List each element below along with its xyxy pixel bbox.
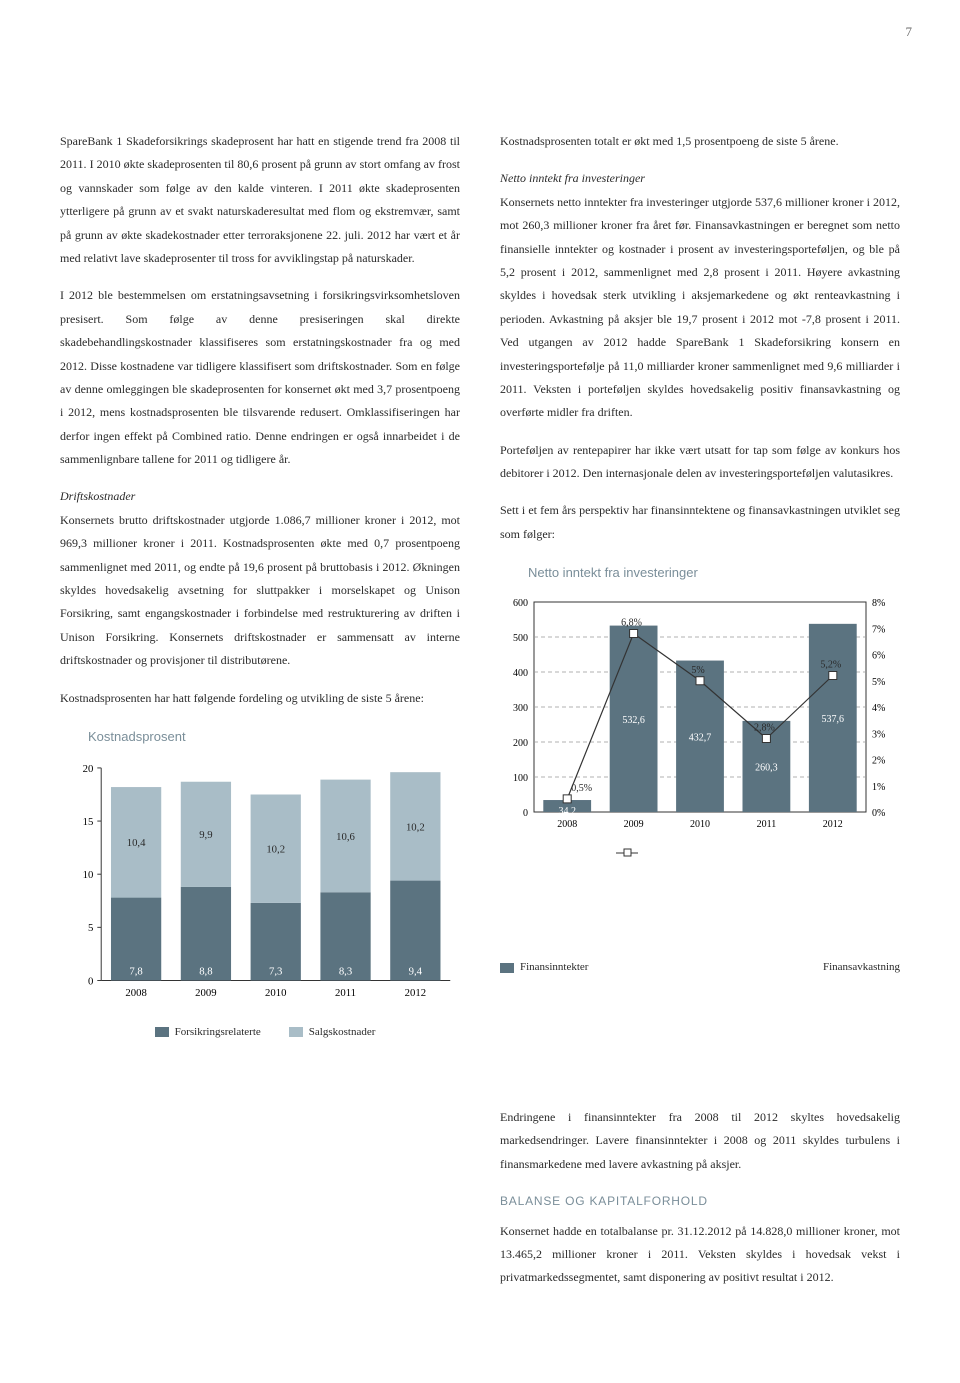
legend2-item-2: Finansavkastning [616, 848, 900, 1088]
svg-text:3%: 3% [872, 729, 885, 740]
svg-text:8,8: 8,8 [199, 966, 212, 978]
svg-text:2008: 2008 [125, 987, 146, 999]
legend2-label-1: Finansinntekter [520, 957, 588, 978]
svg-text:260,3: 260,3 [755, 762, 778, 773]
svg-text:7,8: 7,8 [129, 966, 142, 978]
svg-text:2010: 2010 [690, 819, 710, 830]
svg-text:7%: 7% [872, 624, 885, 635]
legend2-swatch-1 [500, 963, 514, 973]
chart1-title: Kostnadsprosent [60, 724, 460, 749]
legend1-label-1: Forsikringsrelaterte [175, 1022, 261, 1043]
left-column: SpareBank 1 Skadeforsikrings skadeprosen… [60, 130, 460, 1304]
para-r5: Endringene i finansinntekter fra 2008 ti… [500, 1106, 900, 1176]
svg-text:5,2%: 5,2% [820, 659, 841, 670]
para-l3: Konsernets brutto driftskostnader utgjor… [60, 513, 460, 667]
chart-netto-inntekt: 0 100 200 300 400 500 600 0% 1% 2% 3% 4% 5% 6% 7% 8% 34,… [500, 594, 900, 1088]
svg-text:0%: 0% [872, 808, 885, 819]
svg-text:1%: 1% [872, 781, 885, 792]
svg-text:500: 500 [513, 633, 528, 644]
svg-text:400: 400 [513, 668, 528, 679]
svg-text:9,4: 9,4 [409, 966, 423, 978]
para-l4: Kostnadsprosenten har hatt følgende ford… [60, 687, 460, 710]
svg-text:4%: 4% [872, 703, 885, 714]
chart-kostnadsprosent: 0 5 10 15 20 10,4 7,8 2008 9,9 8,8 2009 10,2 7,3 2010… [60, 757, 460, 1043]
chart2-title: Netto inntekt fra investeringer [500, 560, 900, 585]
svg-text:6,8%: 6,8% [621, 617, 642, 628]
para-l2: I 2012 ble bestemmelsen om erstatningsav… [60, 284, 460, 471]
para-r6: Konsernet hadde en totalbalanse pr. 31.1… [500, 1220, 900, 1290]
svg-text:5%: 5% [872, 676, 885, 687]
para-l1: SpareBank 1 Skadeforsikrings skadeprosen… [60, 130, 460, 270]
right-column: Kostnadsprosenten totalt er økt med 1,5 … [500, 130, 900, 1304]
svg-text:15: 15 [83, 816, 94, 828]
svg-text:5%: 5% [691, 664, 704, 675]
svg-text:200: 200 [513, 738, 528, 749]
para-r1: Kostnadsprosenten totalt er økt med 1,5 … [500, 130, 900, 153]
para-l3h: Driftskostnader Konsernets brutto drifts… [60, 485, 460, 672]
chart2-legend: Finansinntekter Finansavkastning [500, 848, 900, 1088]
svg-text:8,3: 8,3 [339, 966, 352, 978]
svg-text:9,9: 9,9 [199, 830, 212, 842]
legend2-item-1: Finansinntekter [500, 848, 588, 1088]
legend1-swatch-2 [289, 1027, 303, 1037]
balanse-heading: BALANSE OG KAPITALFORHOLD [500, 1190, 900, 1213]
svg-text:100: 100 [513, 773, 528, 784]
para-r4: Sett i et fem års perspektiv har finansi… [500, 499, 900, 546]
chart1-svg: 0 5 10 15 20 10,4 7,8 2008 9,9 8,8 2009 10,2 7,3 2010… [70, 757, 460, 1007]
svg-text:10: 10 [83, 869, 94, 881]
svg-text:532,6: 532,6 [622, 714, 645, 725]
svg-text:0: 0 [523, 808, 528, 819]
legend1-swatch-1 [155, 1027, 169, 1037]
para-r2h: Netto inntekt fra investeringer Konserne… [500, 167, 900, 424]
svg-text:10,4: 10,4 [127, 838, 146, 850]
svg-text:2011: 2011 [757, 819, 777, 830]
svg-text:2010: 2010 [265, 987, 286, 999]
svg-text:0,5%: 0,5% [571, 782, 592, 793]
chart2-svg: 0 100 200 300 400 500 600 0% 1% 2% 3% 4% 5% 6% 7% 8% 34,… [500, 594, 900, 834]
svg-text:600: 600 [513, 598, 528, 609]
driftskostnader-heading: Driftskostnader [60, 489, 135, 503]
legend1-item-1: Forsikringsrelaterte [155, 1022, 261, 1043]
svg-text:432,7: 432,7 [689, 732, 712, 743]
svg-text:2012: 2012 [823, 819, 843, 830]
svg-text:5: 5 [88, 923, 93, 935]
svg-text:2%: 2% [872, 755, 885, 766]
svg-text:2,8%: 2,8% [754, 722, 775, 733]
svg-text:300: 300 [513, 703, 528, 714]
svg-text:2009: 2009 [195, 987, 216, 999]
svg-text:6%: 6% [872, 650, 885, 661]
para-r3: Porteføljen av rentepapirer har ikke vær… [500, 439, 900, 486]
chart1-legend: Forsikringsrelaterte Salgskostnader [70, 1022, 460, 1043]
svg-text:7,3: 7,3 [269, 966, 282, 978]
content-columns: SpareBank 1 Skadeforsikrings skadeprosen… [0, 0, 960, 1344]
para-r2: Konsernets netto inntekter fra investeri… [500, 195, 900, 420]
netto-inntekt-heading: Netto inntekt fra investeringer [500, 171, 645, 185]
svg-text:2012: 2012 [405, 987, 426, 999]
svg-text:10,6: 10,6 [336, 831, 355, 843]
svg-text:20: 20 [83, 763, 94, 775]
svg-text:537,6: 537,6 [822, 714, 845, 725]
legend1-item-2: Salgskostnader [289, 1022, 376, 1043]
page-number: 7 [906, 24, 913, 40]
legend1-label-2: Salgskostnader [309, 1022, 376, 1043]
svg-text:2008: 2008 [557, 819, 577, 830]
legend2-label-2: Finansavkastning [823, 957, 900, 978]
svg-text:34,2: 34,2 [558, 806, 576, 817]
svg-text:0: 0 [88, 976, 93, 988]
svg-text:10,2: 10,2 [406, 822, 425, 834]
svg-text:2009: 2009 [624, 819, 644, 830]
svg-text:10,2: 10,2 [266, 844, 285, 856]
legend2-swatch-2 [616, 848, 817, 1088]
svg-text:2011: 2011 [335, 987, 356, 999]
svg-text:8%: 8% [872, 598, 885, 609]
